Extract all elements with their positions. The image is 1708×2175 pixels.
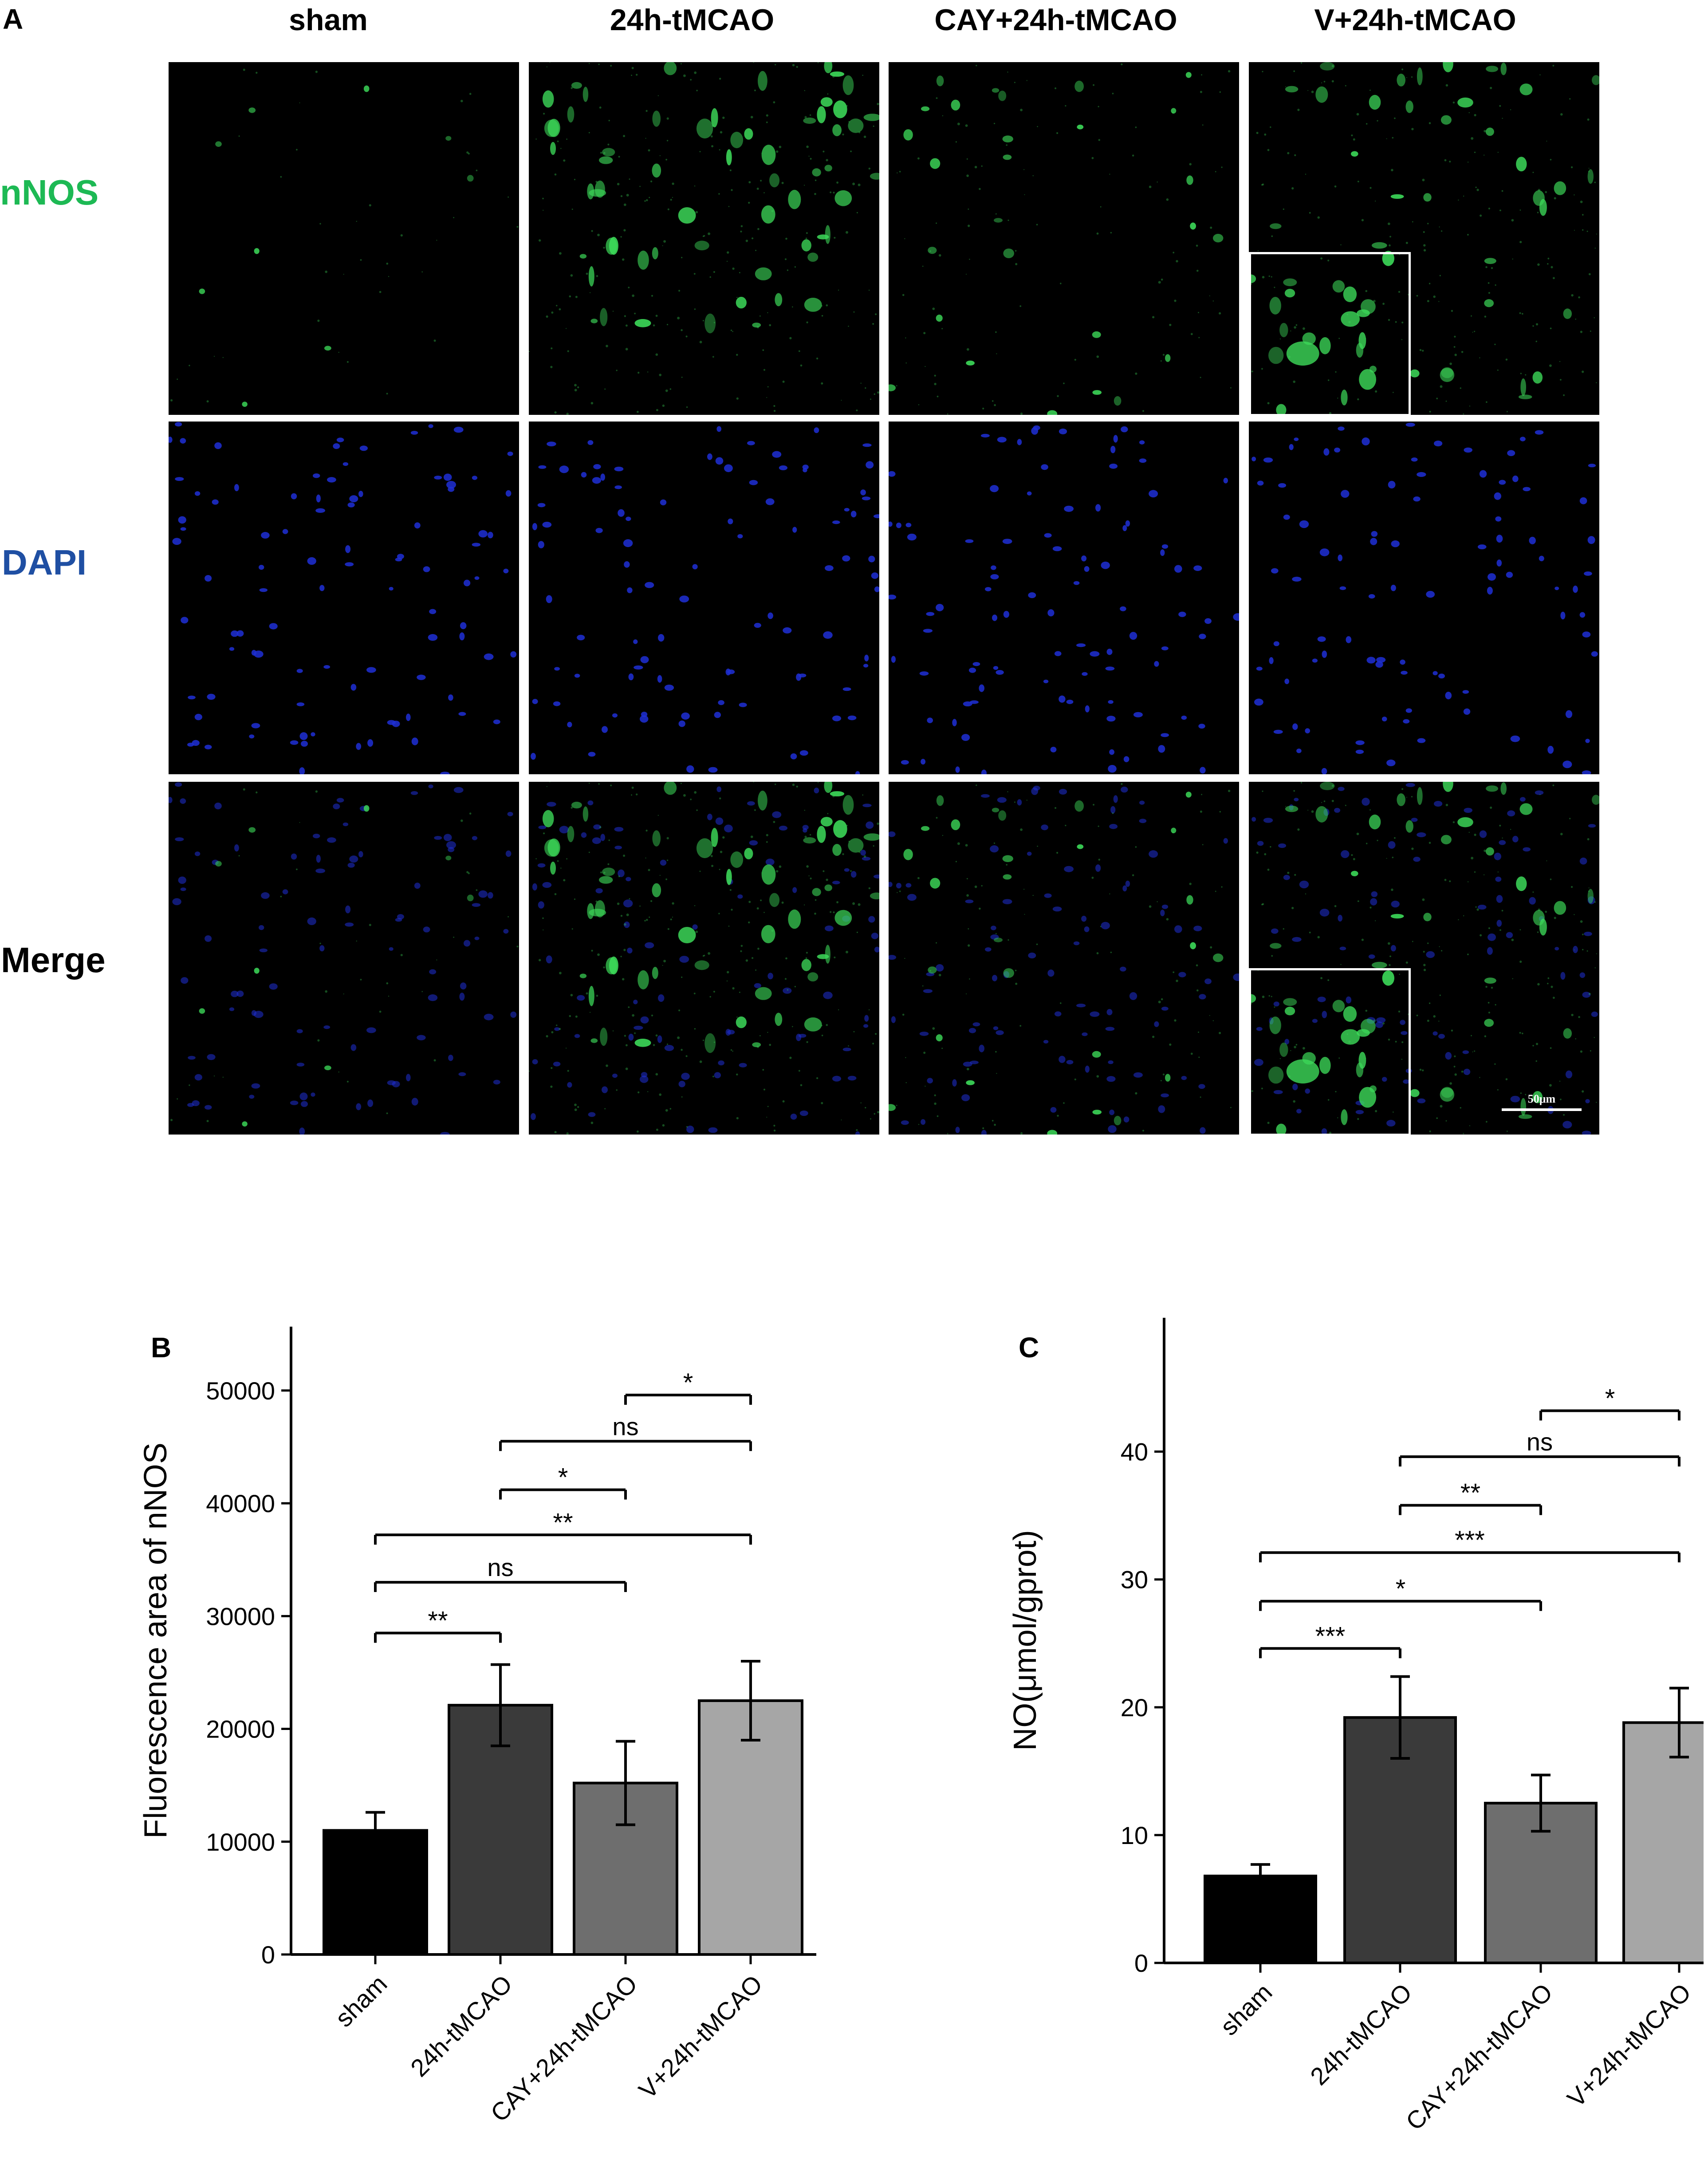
- y-axis-label: NO(μmol/gprot): [1007, 1530, 1043, 1751]
- column-header-cay-24h-tmcao: CAY+24h-tMCAO: [934, 3, 1177, 37]
- row-label-nnos: nNOS: [0, 173, 99, 212]
- chart-no-level: 0 10 20 30 40 NO(μmol/gprot) sham 24h-tMCAOCAY+…: [1007, 1318, 1704, 2136]
- micrograph-dapi-3: [889, 422, 1239, 774]
- micrograph-dapi-1: [169, 422, 519, 774]
- column-header-v-24h-tmcao: V+24h-tMCAO: [1314, 3, 1516, 37]
- x-tick-label: CAY+24h-tMCAO: [1400, 1978, 1558, 2136]
- scale-bar-label: 50μm: [1527, 1092, 1556, 1105]
- micrograph-dapi-2: [529, 422, 879, 774]
- chart-nnos-fluorescence: 0 10000 20000 30000 40000 50000 Fluorescence a…: [138, 1327, 816, 2127]
- micrograph-merge-1: [169, 782, 519, 1135]
- x-tick-label: V+24h-tMCAO: [633, 1970, 767, 2104]
- y-tick-label: 0: [261, 1941, 275, 1969]
- y-tick-label: 30: [1121, 1566, 1148, 1594]
- significance-label: ns: [1527, 1428, 1553, 1456]
- column-header-24h-tmcao: 24h-tMCAO: [610, 3, 775, 37]
- y-tick-label: 40: [1121, 1438, 1148, 1466]
- inset-zoom-box: [1249, 968, 1411, 1136]
- y-tick-label: 10: [1121, 1821, 1148, 1849]
- significance-label: **: [1460, 1479, 1480, 1508]
- y-tick-label: 50000: [206, 1377, 275, 1405]
- scale-bar-line: [1502, 1108, 1582, 1111]
- x-tick-label: 24h-tMCAO: [405, 1970, 518, 2082]
- panel-label-a: A: [3, 3, 24, 35]
- inset-zoom-box: [1249, 252, 1411, 416]
- micrograph-dapi-4: [1249, 422, 1599, 774]
- bar-V+24h-tMCAO: [698, 1699, 803, 1956]
- y-tick-label: 20: [1121, 1694, 1148, 1722]
- significance-label: **: [428, 1606, 448, 1635]
- significance-label: ns: [612, 1412, 638, 1440]
- significance-label: ***: [1315, 1622, 1346, 1651]
- significance-label: *: [683, 1368, 693, 1397]
- y-tick-label: 30000: [206, 1602, 275, 1630]
- panel-label-c: C: [1019, 1332, 1039, 1363]
- x-tick-label: 24h-tMCAO: [1305, 1978, 1417, 2091]
- significance-label: ns: [487, 1553, 513, 1581]
- micrograph-nnos-2: [529, 62, 879, 415]
- bar-sham: [1204, 1875, 1317, 1964]
- row-label-merge: Merge: [1, 940, 106, 980]
- y-tick-label: 10000: [206, 1828, 275, 1856]
- x-tick-label: sham: [1215, 1978, 1277, 2041]
- significance-label: *: [558, 1463, 568, 1492]
- scale-bar: 50μm: [1502, 1092, 1582, 1111]
- significance-label: *: [1396, 1575, 1406, 1604]
- y-tick-label: 20000: [206, 1715, 275, 1743]
- panel-label-b: B: [151, 1332, 172, 1363]
- x-tick-label: sham: [330, 1970, 392, 2032]
- significance-label: **: [553, 1508, 573, 1537]
- micrograph-nnos-3: [889, 62, 1239, 415]
- y-tick-label: 0: [1134, 1949, 1148, 1977]
- y-axis-label: Fluorescence area of nNOS: [138, 1442, 173, 1838]
- significance-label: ***: [1455, 1526, 1485, 1555]
- significance-label: *: [1605, 1384, 1615, 1413]
- micrograph-merge-3: [889, 782, 1239, 1135]
- bar-V+24h-tMCAO: [1622, 1721, 1704, 1964]
- row-label-dapi: DAPI: [2, 543, 87, 582]
- column-header-sham: sham: [289, 3, 368, 37]
- x-tick-label: V+24h-tMCAO: [1562, 1978, 1696, 2112]
- micrograph-merge-2: [529, 782, 879, 1135]
- y-tick-label: 40000: [206, 1489, 275, 1517]
- micrograph-nnos-1: [169, 62, 519, 415]
